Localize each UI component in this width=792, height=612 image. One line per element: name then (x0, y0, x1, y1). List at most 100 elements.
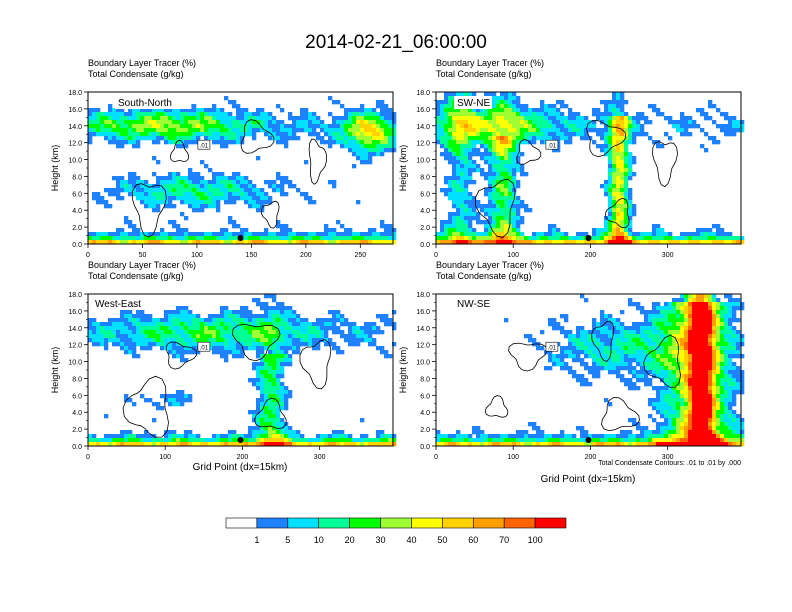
heatmap-cell (284, 390, 289, 395)
heatmap-cell (360, 128, 365, 133)
heatmap-cell (512, 120, 517, 125)
heatmap-cell (288, 334, 293, 339)
heatmap-cell (376, 152, 381, 157)
heatmap-cell (632, 386, 637, 391)
heatmap-cell (504, 112, 509, 117)
heatmap-cell (252, 184, 257, 189)
heatmap-cell (632, 354, 637, 359)
heatmap-cell (268, 342, 273, 347)
heatmap-cell (304, 112, 309, 117)
heatmap-cell (688, 402, 693, 407)
heatmap-cell (284, 394, 289, 399)
heatmap-cell (372, 124, 377, 129)
heatmap-cell (268, 314, 273, 319)
heatmap-cell (368, 240, 373, 245)
heatmap-cell (268, 338, 273, 343)
heatmap-cell (672, 366, 677, 371)
heatmap-cell (184, 236, 189, 241)
heatmap-cell (688, 438, 693, 443)
heatmap-cell (256, 378, 261, 383)
heatmap-cell (392, 112, 397, 117)
heatmap-cell (112, 438, 117, 443)
heatmap-cell (636, 334, 641, 339)
heatmap-cell (304, 318, 309, 323)
heatmap-cell (112, 326, 117, 331)
heatmap-cell (368, 156, 373, 161)
heatmap-cell (560, 438, 565, 443)
heatmap-cell (164, 180, 169, 185)
heatmap-cell (636, 128, 641, 133)
heatmap-cell (664, 354, 669, 359)
heatmap-cell (264, 342, 269, 347)
heatmap-cell (612, 216, 617, 221)
heatmap-cell (264, 390, 269, 395)
heatmap-cell (220, 434, 225, 439)
heatmap-cell (168, 394, 173, 399)
heatmap-cell (132, 402, 137, 407)
heatmap-cell (440, 442, 445, 447)
heatmap-cell (444, 136, 449, 141)
heatmap-cell (692, 302, 697, 307)
heatmap-cell (196, 236, 201, 241)
heatmap-cell (116, 334, 121, 339)
heatmap-cells (436, 92, 745, 245)
heatmap-cell (480, 108, 485, 113)
heatmap-cell (452, 224, 457, 229)
heatmap-cell (712, 120, 717, 125)
heatmap-cell (684, 438, 689, 443)
heatmap-cell (452, 156, 457, 161)
heatmap-cell (676, 338, 681, 343)
heatmap-cell (392, 120, 397, 125)
heatmap-cell (180, 232, 185, 237)
heatmap-cell (132, 342, 137, 347)
heatmap-cell (608, 184, 613, 189)
heatmap-cell (260, 442, 265, 447)
heatmap-cell (660, 442, 665, 447)
heatmap-cell (528, 116, 533, 121)
heatmap-cell (496, 100, 501, 105)
heatmap-cell (168, 192, 173, 197)
heatmap-cell (448, 192, 453, 197)
heatmap-cell (236, 442, 241, 447)
heatmap-cell (252, 330, 257, 335)
heatmap-cell (240, 342, 245, 347)
heatmap-cell (492, 204, 497, 209)
heatmap-cell (628, 358, 633, 363)
heatmap-cell (644, 378, 649, 383)
heatmap-cell (96, 232, 101, 237)
heatmap-cell (508, 160, 513, 165)
heatmap-cell (256, 334, 261, 339)
heatmap-cell (684, 120, 689, 125)
heatmap-cell (260, 430, 265, 435)
heatmap-cell (272, 294, 277, 299)
heatmap-cell (660, 144, 665, 149)
heatmap-cell (244, 236, 249, 241)
heatmap-cell (652, 430, 657, 435)
heatmap-cell (276, 438, 281, 443)
heatmap-cell (536, 430, 541, 435)
heatmap-cell (184, 334, 189, 339)
heatmap-cell (620, 366, 625, 371)
heatmap-cell (88, 334, 93, 339)
heatmap-cell (280, 422, 285, 427)
heatmap-cell (548, 228, 553, 233)
heatmap-cell (540, 140, 545, 145)
heatmap-cell (692, 422, 697, 427)
heatmap-cell (136, 354, 141, 359)
heatmap-cell (540, 108, 545, 113)
heatmap-cell (292, 132, 297, 137)
heatmap-cell (116, 188, 121, 193)
heatmap-cell (620, 208, 625, 213)
heatmap-cell (700, 144, 705, 149)
heatmap-cell (668, 390, 673, 395)
heatmap-cell (720, 112, 725, 117)
heatmap-cell (660, 374, 665, 379)
heatmap-cell (664, 362, 669, 367)
heatmap-cell (288, 362, 293, 367)
heatmap-cell (276, 176, 281, 181)
heatmap-cell (444, 104, 449, 109)
heatmap-cell (500, 216, 505, 221)
heatmap-cell (444, 148, 449, 153)
heatmap-cell (332, 136, 337, 141)
heatmap-cell (556, 124, 561, 129)
